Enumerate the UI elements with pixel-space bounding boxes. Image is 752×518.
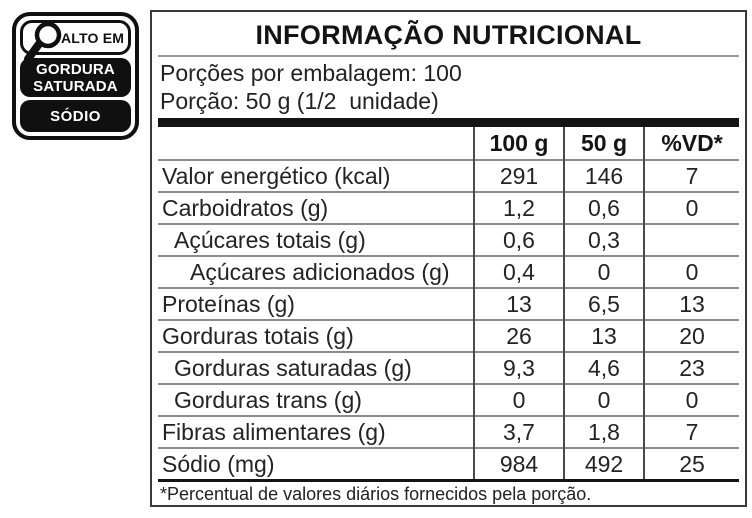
footnote: *Percentual de valores diários fornecido…	[160, 484, 592, 504]
warning-sodium: SÓDIO	[20, 100, 131, 132]
table-row: Gorduras saturadas (g) 9,3 4,6 23	[158, 351, 739, 384]
table-row: Sódio (mg) 984 492 25	[158, 447, 739, 479]
alto-em-label: ALTO EM	[61, 29, 125, 46]
servings-per-package: Porções por embalagem: 100	[160, 60, 462, 86]
alto-em-pill: ALTO EM	[20, 20, 131, 63]
header-nutrient	[158, 127, 474, 160]
title-divider	[158, 55, 739, 57]
header-per-50g: 50 g	[563, 127, 644, 160]
table-row: Carboidratos (g) 1,2 0,6 0	[158, 191, 739, 224]
table-row: Valor energético (kcal) 291 146 7	[158, 159, 739, 192]
serving-info: Porções por embalagem: 100 Porção: 50 g …	[158, 57, 739, 115]
warning-seal: ALTO EM GORDURA SATURADA SÓDIO	[12, 12, 139, 140]
table-row: Açúcares totais (g) 0,6 0,3	[158, 223, 739, 256]
header-per-100g: 100 g	[473, 127, 564, 160]
table-row: Fibras alimentares (g) 3,7 1,8 7	[158, 415, 739, 448]
warning-sodium-label: SÓDIO	[50, 107, 101, 125]
header-vd-percent: %VD*	[643, 127, 739, 160]
footnote-divider	[158, 479, 739, 482]
table-row: Açúcares adicionados (g) 0,4 0 0	[158, 255, 739, 288]
warning-saturated-fat-label: GORDURA SATURADA	[33, 60, 118, 95]
nutrition-facts-panel: INFORMAÇÃO NUTRICIONAL Porções por embal…	[150, 10, 747, 507]
serving-size: Porção: 50 g (1/2 unidade)	[160, 88, 439, 114]
header-row: 100 g 50 g %VD*	[158, 127, 739, 160]
table-row: Gorduras totais (g) 26 13 20	[158, 319, 739, 352]
nutrition-table: 100 g 50 g %VD* Valor energético (kcal) …	[158, 127, 739, 479]
warning-saturated-fat: GORDURA SATURADA	[20, 58, 131, 97]
table-row: Gorduras trans (g) 0 0 0	[158, 383, 739, 416]
panel-title: INFORMAÇÃO NUTRICIONAL	[255, 20, 642, 50]
table-row: Proteínas (g) 13 6,5 13	[158, 287, 739, 320]
thick-divider-bar	[158, 118, 739, 127]
